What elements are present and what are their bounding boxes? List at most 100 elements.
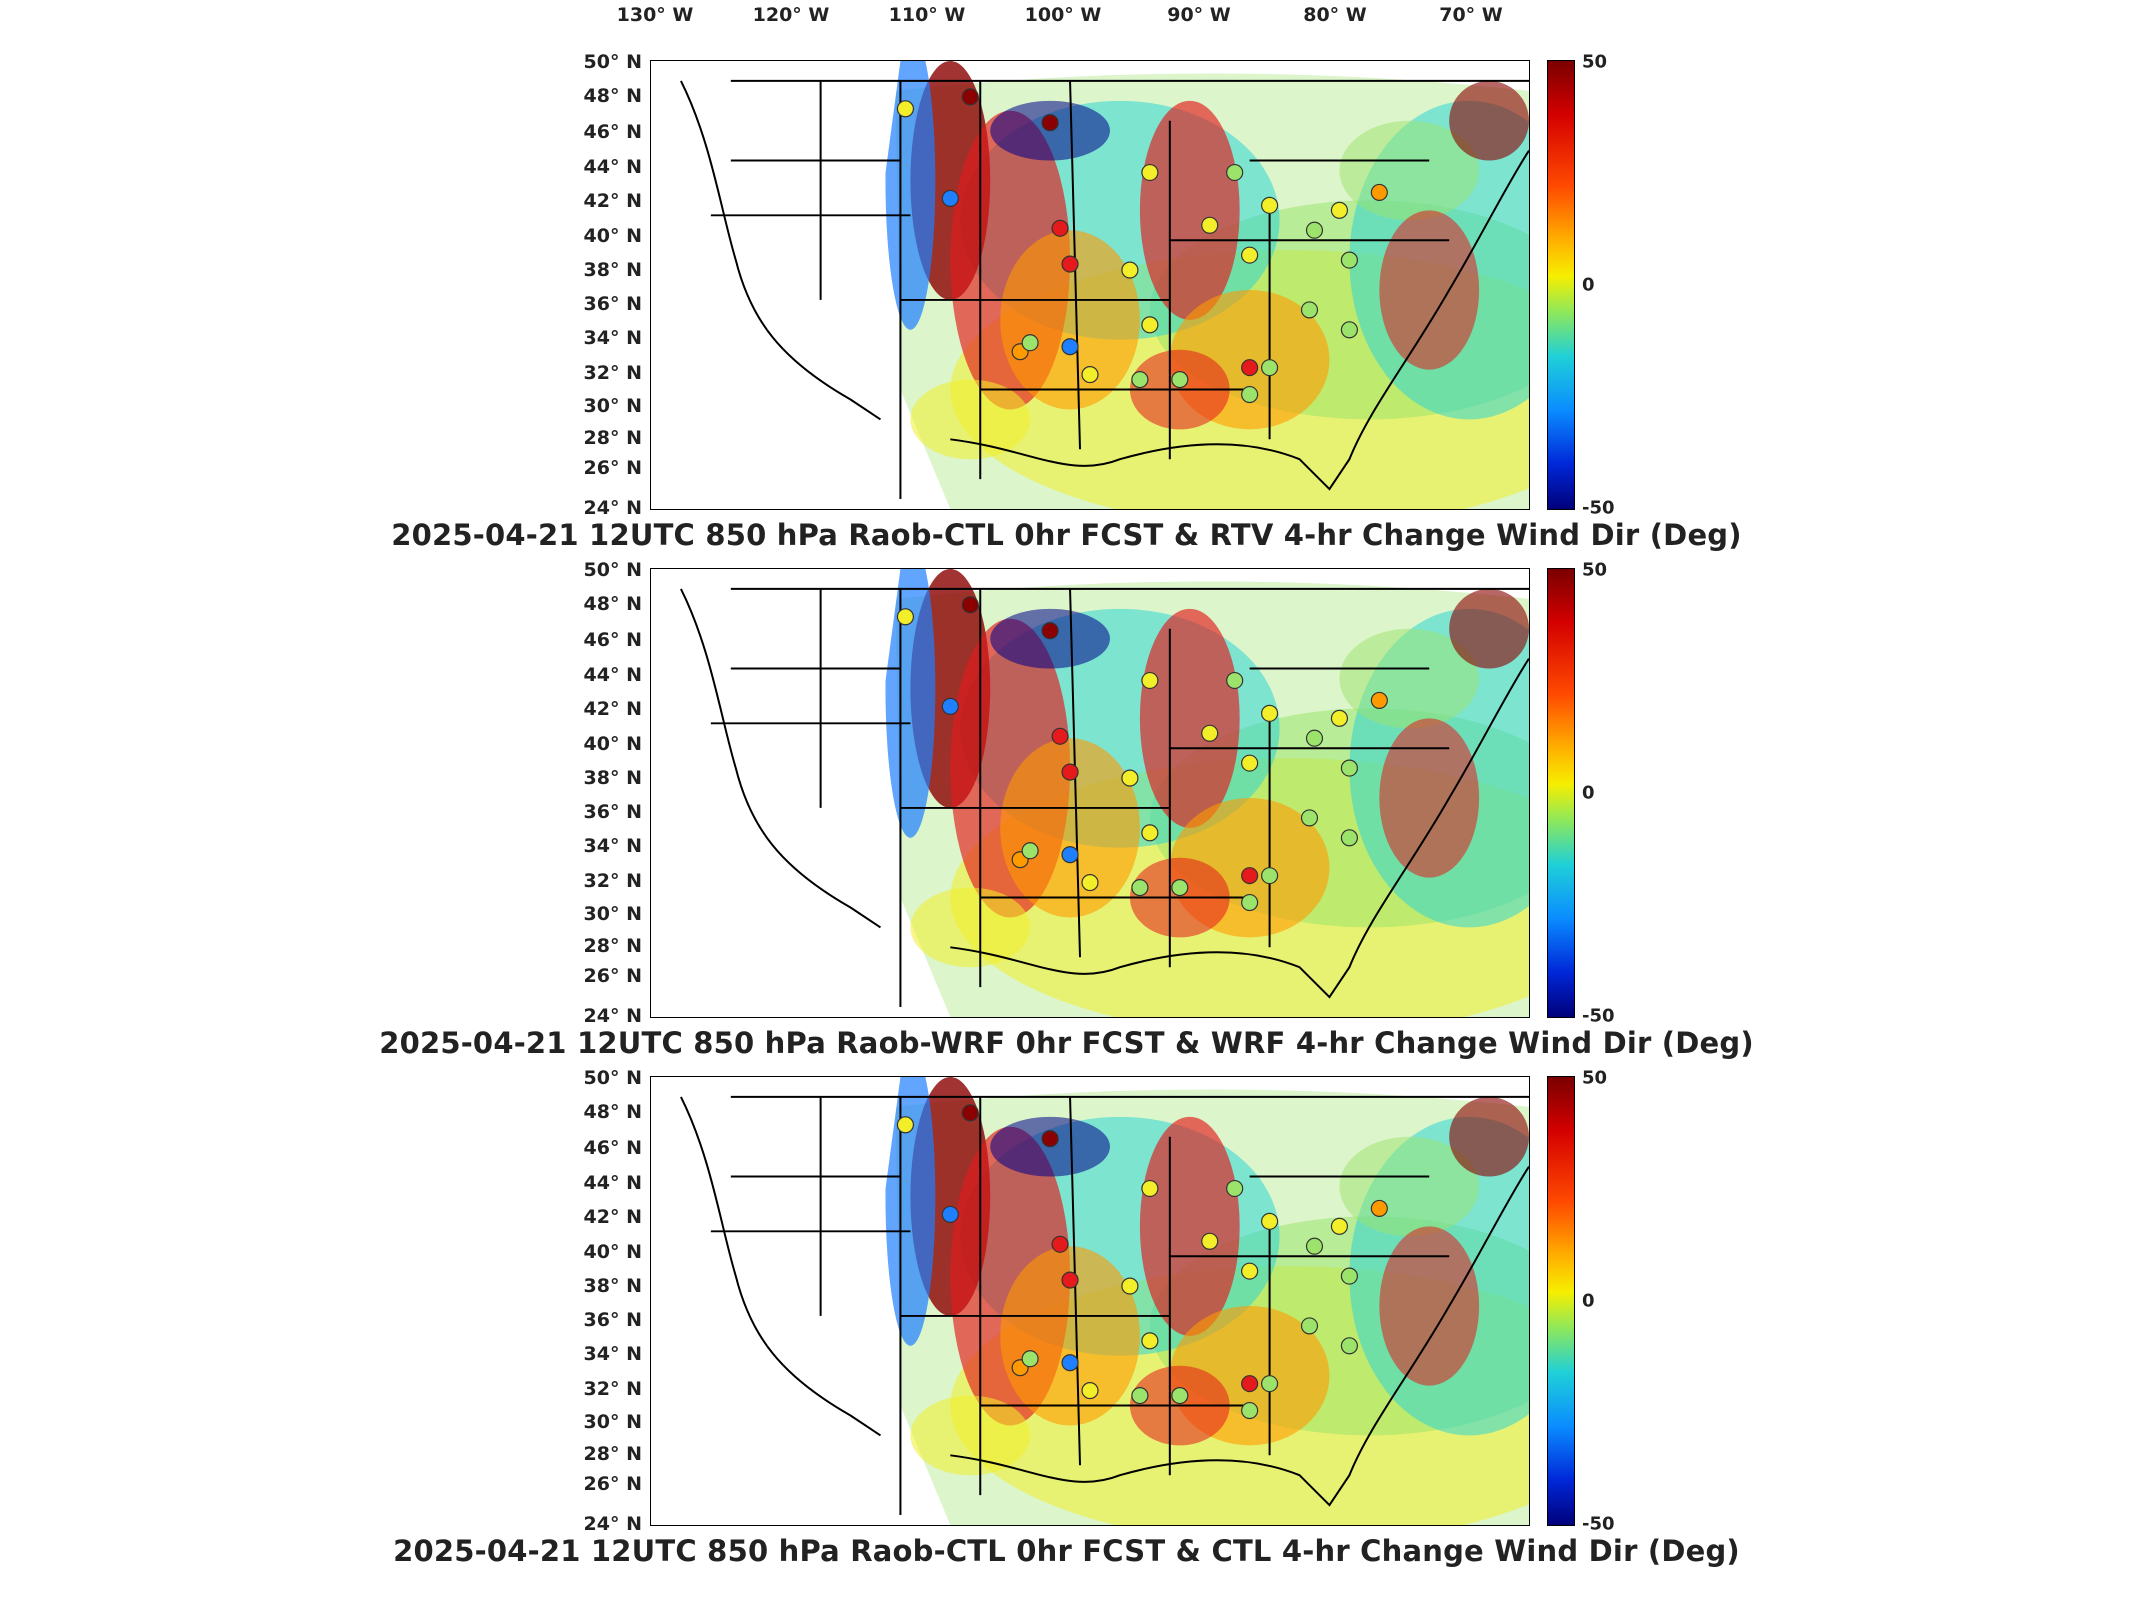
- field-blob: [1139, 608, 1240, 828]
- raob-station-marker: [961, 1104, 979, 1122]
- raob-station-marker: [1061, 1271, 1079, 1289]
- raob-station-marker: [1300, 809, 1319, 827]
- raob-station-marker: [1041, 114, 1059, 132]
- raob-station-marker: [1340, 829, 1358, 847]
- raob-station-marker: [1021, 1350, 1039, 1368]
- field-blob: [1379, 718, 1480, 878]
- lat-label: 44° N: [583, 664, 642, 686]
- raob-station-marker: [896, 100, 915, 118]
- raob-station-marker: [1241, 893, 1259, 912]
- raob-station-marker: [1241, 359, 1259, 377]
- raob-station-marker: [1241, 867, 1259, 885]
- lat-label: 26° N: [583, 965, 642, 987]
- wind-field-shading: [885, 569, 1529, 1017]
- colorbar: [1547, 60, 1575, 510]
- raob-station-marker: [1171, 371, 1189, 389]
- raob-station-marker: [1241, 1401, 1259, 1420]
- longitude-axis: 130° W 120° W 110° W 100° W 90° W 80° W …: [0, 4, 2133, 44]
- raob-station-marker: [1241, 385, 1259, 404]
- raob-station-marker: [1121, 769, 1139, 787]
- latitude-axis: 50° N 48° N 46° N 44° N 42° N 40° N 38° N 36° N…: [560, 51, 650, 519]
- lat-label: 38° N: [583, 259, 642, 281]
- raob-station-marker: [1171, 1387, 1189, 1405]
- panel-caption: 2025-04-21 12UTC 850 hPa Raob-WRF 0hr FC…: [379, 1026, 1754, 1060]
- lat-label: 50° N: [583, 559, 642, 581]
- raob-station-marker: [1226, 1179, 1244, 1198]
- colorbar-mid-label: 0: [1582, 274, 1595, 296]
- panel-caption: 2025-04-21 12UTC 850 hPa Raob-CTL 0hr FC…: [391, 518, 1742, 552]
- raob-station-marker: [1261, 196, 1279, 214]
- field-blob: [1449, 1096, 1529, 1177]
- lat-label: 40° N: [583, 1241, 642, 1263]
- raob-station-marker: [1141, 1332, 1159, 1350]
- wind-direction-map: [650, 1076, 1530, 1526]
- state-borders: [680, 1095, 1529, 1516]
- west-coastline: [680, 80, 882, 421]
- raob-station-marker: [1305, 729, 1324, 747]
- field-blob: [1000, 738, 1140, 918]
- raob-station-marker: [1261, 704, 1279, 722]
- lat-label: 30° N: [583, 395, 642, 417]
- west-coastline: [680, 588, 882, 929]
- raob-station-marker: [1370, 691, 1388, 709]
- gulf-atlantic-coastline: [950, 150, 1529, 491]
- lat-label: 36° N: [583, 1309, 642, 1331]
- lon-label: 90° W: [1167, 4, 1231, 26]
- colorbar-max-label: 50: [1582, 51, 1608, 73]
- lat-label: 42° N: [583, 190, 642, 212]
- state-borders: [680, 79, 1529, 500]
- lat-label: 32° N: [583, 362, 642, 384]
- raob-station-marker: [1131, 371, 1149, 389]
- raob-station-marker: [1330, 709, 1349, 727]
- lat-label: 26° N: [583, 1473, 642, 1495]
- wind-direction-map: [650, 60, 1530, 510]
- raob-station-marker: [1081, 874, 1099, 892]
- raob-station-marker: [1061, 338, 1079, 356]
- raob-station-marker: [961, 88, 979, 106]
- map-panel-rtv: 50° N 48° N 46° N 44° N 42° N 40° N 38° N 36° N…: [0, 51, 2133, 590]
- raob-station-marker: [1051, 727, 1069, 745]
- raob-station-marker: [1131, 879, 1149, 897]
- raob-station-marker: [1370, 1199, 1388, 1217]
- raob-station-marker: [1121, 261, 1139, 279]
- raob-station-marker: [1340, 251, 1358, 269]
- field-blob: [885, 61, 936, 330]
- no-data-mask: [651, 569, 901, 1017]
- lon-label: 100° W: [1024, 4, 1102, 26]
- west-coastline: [680, 1096, 882, 1437]
- raob-station-marker: [1121, 1277, 1139, 1295]
- lat-label: 46° N: [583, 121, 642, 143]
- raob-station-marker: [1241, 1375, 1259, 1393]
- lat-label: 26° N: [583, 457, 642, 479]
- raob-station-marker: [1051, 219, 1069, 237]
- raob-station-marker: [1261, 1212, 1279, 1230]
- raob-station-marker: [1061, 763, 1079, 781]
- raob-station-marker: [1081, 366, 1099, 384]
- lon-label: 130° W: [616, 4, 694, 26]
- raob-station-marker: [1261, 1375, 1279, 1393]
- map-panel-ctl: 50° N 48° N 46° N 44° N 42° N 40° N 38° N 36° N…: [0, 1067, 2133, 1606]
- raob-station-marker: [941, 697, 959, 715]
- raob-station-marker: [1061, 846, 1079, 864]
- raob-stations: [896, 88, 1388, 404]
- lat-label: 34° N: [583, 327, 642, 349]
- lat-label: 28° N: [583, 427, 642, 449]
- field-blob: [1379, 210, 1480, 370]
- colorbar-max-label: 50: [1582, 1067, 1608, 1089]
- raob-station-marker: [1340, 1267, 1358, 1285]
- raob-station-marker: [961, 596, 979, 614]
- field-blob: [910, 887, 1031, 968]
- raob-station-marker: [1021, 842, 1039, 860]
- raob-station-marker: [1226, 163, 1244, 182]
- lat-label: 30° N: [583, 1411, 642, 1433]
- lat-label: 28° N: [583, 935, 642, 957]
- lat-label: 46° N: [583, 1137, 642, 1159]
- field-blob: [1379, 1226, 1480, 1386]
- field-blob: [1449, 80, 1529, 161]
- no-data-mask: [651, 61, 901, 509]
- raob-station-marker: [896, 1116, 915, 1134]
- raob-station-marker: [896, 608, 915, 626]
- raob-station-marker: [1340, 1337, 1358, 1355]
- gulf-atlantic-coastline: [950, 1166, 1529, 1507]
- field-blob: [1000, 1246, 1140, 1426]
